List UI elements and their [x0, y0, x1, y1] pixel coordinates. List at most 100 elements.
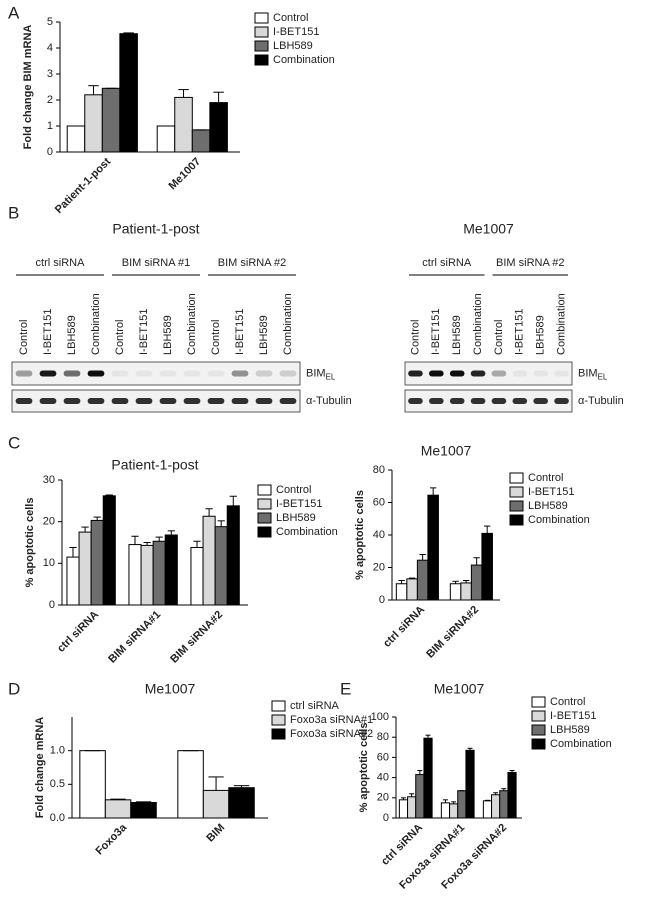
blot-band [39, 370, 57, 377]
x-tick-label: Foxo3a [93, 821, 129, 857]
bar [164, 534, 178, 606]
lane-label: LBH589 [535, 315, 547, 355]
panel-letter: E [340, 679, 351, 698]
y-tick-label: 4 [47, 42, 53, 54]
error-bar [233, 785, 250, 788]
blot-row-label: α-Tubulin [306, 395, 352, 407]
x-tick-label: BIM siRNA#2 [424, 604, 481, 661]
legend-label: Control [273, 12, 308, 24]
legend-swatch [509, 500, 524, 512]
panel-letter: C [8, 433, 20, 452]
error-bar [229, 495, 237, 506]
lane-label: I-BET151 [42, 309, 54, 355]
panel-letter: B [8, 203, 19, 222]
blot-band [408, 370, 423, 377]
blot-band [512, 398, 528, 404]
legend-label: ctrl siRNA [290, 700, 340, 712]
legend-swatch [254, 54, 269, 66]
blot-band [429, 398, 444, 404]
blot-band [15, 398, 33, 404]
bar [460, 582, 472, 601]
blot-band [449, 398, 465, 404]
bar [140, 544, 154, 606]
error-bar [178, 89, 189, 98]
y-tick-label: 20 [43, 516, 55, 528]
lane-label: Control [114, 320, 126, 355]
blot-band [408, 398, 423, 404]
y-axis-label: % apoptotic cells [24, 498, 36, 588]
bar [395, 583, 408, 601]
blot-strip [11, 389, 301, 413]
blot-band [63, 370, 81, 377]
y-tick-label: 2 [47, 94, 53, 106]
legend-label: Control [528, 472, 563, 484]
error-bar [143, 542, 151, 546]
bar [482, 800, 493, 819]
error-bar [208, 776, 224, 791]
blot-band [39, 398, 57, 404]
bar [202, 515, 216, 606]
bar [398, 799, 409, 819]
error-bar [398, 580, 405, 584]
legend-swatch [531, 710, 546, 722]
blot-band [255, 398, 273, 404]
lane-label: I-BET151 [430, 309, 442, 355]
bar [156, 125, 176, 153]
lane-label: I-BET151 [514, 309, 526, 355]
y-axis-label: % apoptotic cells [354, 490, 366, 580]
bar [202, 789, 230, 819]
bar [491, 794, 501, 819]
blot-band [231, 370, 249, 377]
bar [507, 772, 517, 819]
legend-label: I-BET151 [550, 710, 596, 722]
blot-title: Me1007 [463, 221, 514, 237]
error-bar [451, 801, 457, 804]
error-bar [462, 580, 470, 583]
lane-label: Control [409, 320, 421, 355]
lane-label: LBH589 [258, 315, 270, 355]
panel-letter: A [8, 3, 20, 22]
error-bar [473, 557, 480, 566]
bar [226, 505, 240, 606]
blot-band [159, 398, 177, 404]
blot-band [207, 398, 225, 404]
legend-label: Control [276, 484, 311, 496]
bar [457, 790, 467, 819]
bar [449, 803, 459, 819]
blot-band [87, 398, 105, 404]
y-tick-label: 40 [373, 529, 385, 541]
blot-row-label: BIMEL [306, 367, 336, 381]
legend-swatch [531, 724, 546, 736]
blot-band [111, 398, 129, 404]
lane-label: I-BET151 [138, 309, 150, 355]
blot-band [554, 398, 569, 404]
error-bar [408, 577, 416, 579]
error-bar [501, 788, 507, 791]
row-name: α-Tubulin [578, 395, 624, 407]
blot-row-label: α-Tubulin [578, 395, 624, 407]
blot-band [207, 370, 225, 377]
error-bar [105, 494, 113, 496]
row-name: α-Tubulin [306, 395, 352, 407]
legend-label: Combination [550, 738, 612, 750]
legend-swatch [257, 498, 272, 510]
y-tick-label: 20 [373, 561, 385, 573]
y-axis-label: Fold change BIM mRNA [22, 25, 34, 150]
y-tick-label: 20 [377, 792, 389, 804]
blot-band [470, 398, 486, 404]
lane-label: LBH589 [162, 315, 174, 355]
blot-band [279, 398, 297, 404]
y-tick-label: 60 [373, 496, 385, 508]
lane-label: LBH589 [451, 315, 463, 355]
row-subscript: EL [326, 373, 336, 382]
error-bar [123, 32, 134, 34]
blot-band [231, 398, 249, 404]
bar [130, 802, 157, 819]
x-tick-label: ctrl siRNA [381, 604, 427, 650]
bar [209, 102, 228, 153]
error-bar [93, 516, 101, 521]
legend-label: Foxo3a siRNA#1 [290, 714, 373, 726]
row-name: BIM [578, 367, 598, 379]
bar [470, 564, 483, 601]
